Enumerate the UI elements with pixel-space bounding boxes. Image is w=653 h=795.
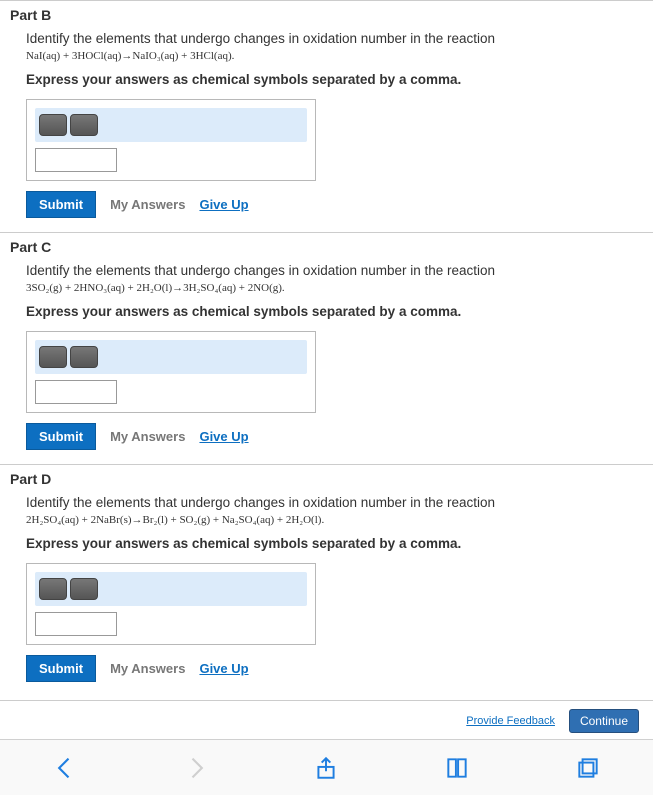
tool-button-1[interactable] <box>39 114 67 136</box>
instruction-text: Express your answers as chemical symbols… <box>26 304 637 319</box>
button-row: Submit My Answers Give Up <box>26 655 637 682</box>
part-heading: Part B <box>10 7 637 23</box>
format-toolbar <box>35 572 307 606</box>
part-d: Part D Identify the elements that underg… <box>0 464 653 696</box>
bookmarks-icon[interactable] <box>442 753 472 783</box>
my-answers-link[interactable]: My Answers <box>110 197 185 212</box>
answer-input[interactable] <box>35 380 117 404</box>
give-up-link[interactable]: Give Up <box>199 429 248 444</box>
back-icon[interactable] <box>50 753 80 783</box>
answer-box <box>26 99 316 181</box>
answer-box <box>26 563 316 645</box>
format-toolbar <box>35 108 307 142</box>
submit-button[interactable]: Submit <box>26 655 96 682</box>
forward-icon <box>181 753 211 783</box>
provide-feedback-link[interactable]: Provide Feedback <box>466 715 555 727</box>
button-row: Submit My Answers Give Up <box>26 191 637 218</box>
tool-button-2[interactable] <box>70 114 98 136</box>
equation-text: 3SO₂(g) + 2HNO₃(aq) + 2H₂O(l)→3H₂SO₄(aq)… <box>26 282 637 294</box>
tabs-icon[interactable] <box>573 753 603 783</box>
answer-box <box>26 331 316 413</box>
tool-button-1[interactable] <box>39 346 67 368</box>
prompt-text: Identify the elements that undergo chang… <box>26 263 637 278</box>
my-answers-link[interactable]: My Answers <box>110 429 185 444</box>
footer-row: Provide Feedback Continue <box>0 700 653 739</box>
button-row: Submit My Answers Give Up <box>26 423 637 450</box>
part-c: Part C Identify the elements that underg… <box>0 232 653 464</box>
give-up-link[interactable]: Give Up <box>199 197 248 212</box>
part-heading: Part C <box>10 239 637 255</box>
part-body: Identify the elements that undergo chang… <box>10 31 637 218</box>
instruction-text: Express your answers as chemical symbols… <box>26 536 637 551</box>
continue-button[interactable]: Continue <box>569 709 639 733</box>
part-body: Identify the elements that undergo chang… <box>10 495 637 682</box>
prompt-text: Identify the elements that undergo chang… <box>26 495 637 510</box>
answer-input[interactable] <box>35 612 117 636</box>
equation-text: 2H₂SO₄(aq) + 2NaBr(s)→Br₂(l) + SO₂(g) + … <box>26 514 637 526</box>
equation-text: NaI(aq) + 3HOCl(aq)→NaIO₃(aq) + 3HCl(aq)… <box>26 50 637 62</box>
instruction-text: Express your answers as chemical symbols… <box>26 72 637 87</box>
prompt-text: Identify the elements that undergo chang… <box>26 31 637 46</box>
give-up-link[interactable]: Give Up <box>199 661 248 676</box>
submit-button[interactable]: Submit <box>26 191 96 218</box>
tool-button-2[interactable] <box>70 346 98 368</box>
part-heading: Part D <box>10 471 637 487</box>
my-answers-link[interactable]: My Answers <box>110 661 185 676</box>
browser-nav-bar <box>0 739 653 795</box>
submit-button[interactable]: Submit <box>26 423 96 450</box>
tool-button-1[interactable] <box>39 578 67 600</box>
answer-input[interactable] <box>35 148 117 172</box>
part-body: Identify the elements that undergo chang… <box>10 263 637 450</box>
share-icon[interactable] <box>311 753 341 783</box>
format-toolbar <box>35 340 307 374</box>
part-b: Part B Identify the elements that underg… <box>0 0 653 232</box>
tool-button-2[interactable] <box>70 578 98 600</box>
